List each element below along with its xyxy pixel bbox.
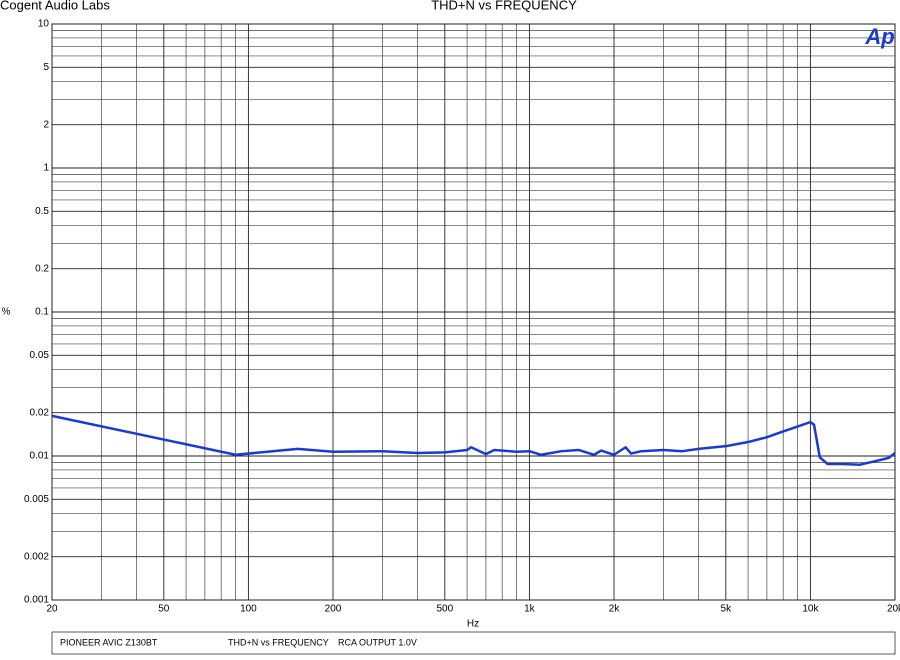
y-tick-label: 2 <box>43 119 49 130</box>
x-tick-label: 10k <box>802 604 819 615</box>
x-tick-label: 20 <box>46 604 58 615</box>
y-tick-label: 10 <box>38 19 50 30</box>
footer-measurement: THD+N vs FREQUENCY <box>228 637 329 647</box>
y-tick-label: 0.1 <box>35 307 49 318</box>
y-tick-label: 0.001 <box>24 595 49 606</box>
y-tick-label: 0.2 <box>35 263 49 274</box>
y-tick-label: 0.005 <box>24 494 49 505</box>
x-tick-label: 200 <box>325 604 342 615</box>
y-tick-label: 0.05 <box>30 350 50 361</box>
y-tick-label: 1 <box>43 163 49 174</box>
x-tick-label: 5k <box>721 604 733 615</box>
x-tick-label: 500 <box>436 604 453 615</box>
y-tick-label: 0.01 <box>30 451 50 462</box>
y-tick-label: 0.002 <box>24 551 49 562</box>
footer-device: PIONEER AVIC Z130BT <box>60 637 158 647</box>
x-tick-label: 20k <box>887 604 900 615</box>
x-tick-label: 50 <box>158 604 170 615</box>
chart-title: THD+N vs FREQUENCY <box>431 0 577 12</box>
x-tick-label: 2k <box>609 604 621 615</box>
y-tick-label: 5 <box>43 62 49 73</box>
x-axis-label: Hz <box>467 619 479 630</box>
y-axis-label: % <box>2 307 11 318</box>
footer-condition: RCA OUTPUT 1.0V <box>338 637 417 647</box>
footer-box <box>51 631 896 655</box>
data-line <box>51 414 896 466</box>
x-tick-label: 100 <box>240 604 257 615</box>
y-tick-label: 0.02 <box>30 407 50 418</box>
plot-frame <box>51 23 896 601</box>
logo: Ap <box>864 24 894 49</box>
x-tick-label: 1k <box>524 604 536 615</box>
y-tick-label: 0.5 <box>35 206 49 217</box>
company: Cogent Audio Labs <box>0 0 110 12</box>
